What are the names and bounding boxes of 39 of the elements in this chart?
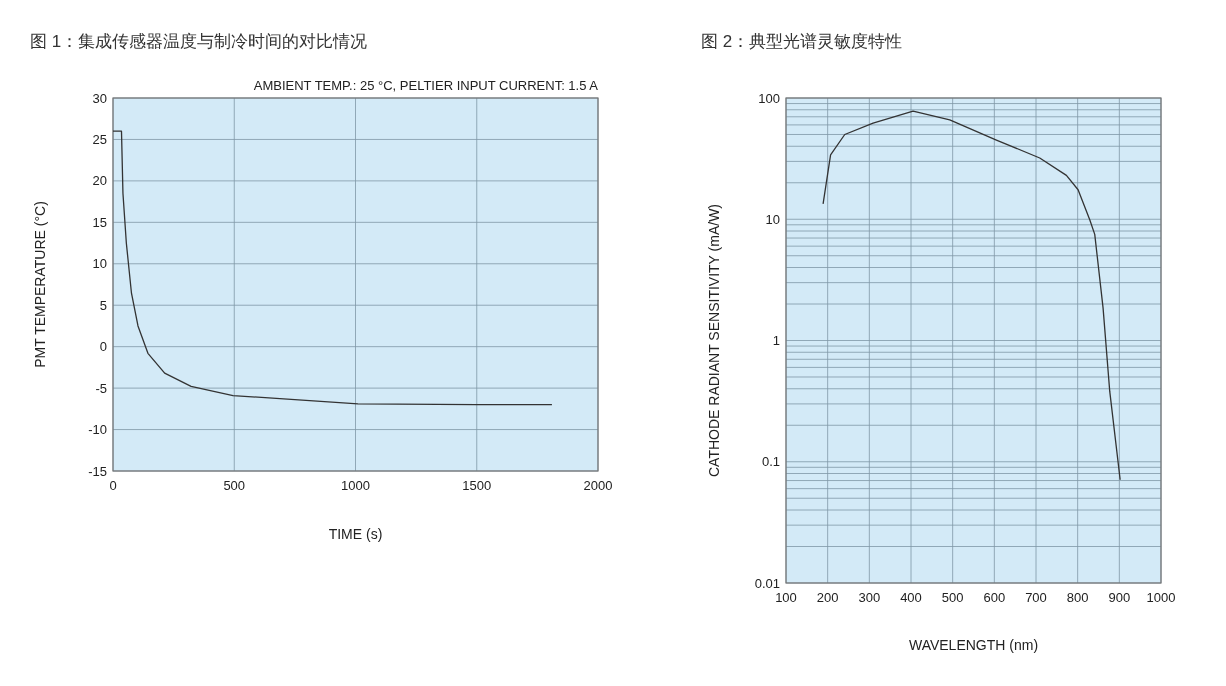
x-tick-label: 1000 xyxy=(1146,590,1176,605)
x-tick-label: 300 xyxy=(858,590,881,605)
y-tick-label: 0.1 xyxy=(761,454,780,470)
x-tick-label: 200 xyxy=(816,590,839,605)
x-tick-label: 900 xyxy=(1108,590,1131,605)
x-tick-label: 100 xyxy=(775,590,797,605)
x-tick-label: 0 xyxy=(109,478,117,493)
x-tick-label: 500 xyxy=(223,478,246,493)
x-tick-label: 700 xyxy=(1025,590,1047,605)
x-tick-label: 800 xyxy=(1066,590,1089,605)
x-axis-title: TIME (s) xyxy=(328,526,383,542)
y-tick-label: 10 xyxy=(92,256,107,272)
y-tick-label: 15 xyxy=(92,214,107,230)
y-tick-label: 0 xyxy=(99,339,107,355)
y-tick-label: 100 xyxy=(758,90,780,106)
chart-title: 图 2：典型光谱灵敏度特性 xyxy=(701,32,903,51)
text: AMBIENT TEMP.: 25 °C, PELTIER INPUT CURRENT: 1.5 A xyxy=(253,78,599,93)
line-series xyxy=(112,130,553,406)
x-tick-label: 1000 xyxy=(341,478,370,493)
y-tick-label: 30 xyxy=(92,90,107,106)
y-axis-title: PMT TEMPERATURE (°C) xyxy=(32,201,48,368)
y-tick-label: 5 xyxy=(99,297,107,313)
x-tick-label: 400 xyxy=(900,590,922,605)
y-tick-label: -15 xyxy=(88,463,107,479)
x-axis-title: WAVELENGTH (nm) xyxy=(908,637,1039,653)
chart-title: 图 1：集成传感器温度与制冷时间的对比情况 xyxy=(30,32,368,51)
y-tick-label: 0.01 xyxy=(754,575,780,591)
x-tick-label: 1500 xyxy=(462,478,492,493)
x-tick-label: 600 xyxy=(983,590,1006,605)
y-tick-label: 1 xyxy=(772,333,780,348)
x-tick-label: 500 xyxy=(941,590,964,605)
x-tick-label: 2000 xyxy=(583,478,613,493)
y-tick-label: -5 xyxy=(95,380,107,396)
y-tick-label: -10 xyxy=(88,422,107,438)
line-series xyxy=(822,110,1121,481)
y-tick-label: 25 xyxy=(92,131,107,147)
y-tick-label: 10 xyxy=(765,211,780,227)
y-axis-title: CATHODE RADIANT SENSITIVITY (mA/W) xyxy=(706,203,722,478)
y-tick-label: 20 xyxy=(92,173,107,189)
